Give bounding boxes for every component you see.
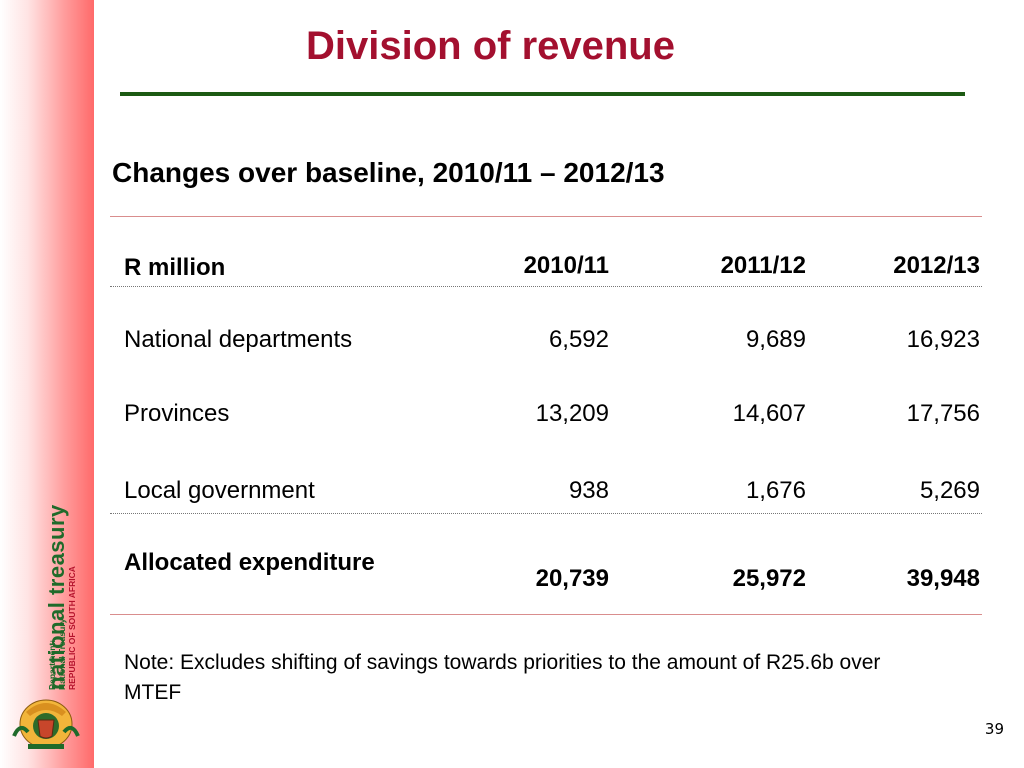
total-value-2011-12: 25,972 [732, 565, 806, 592]
row-label: Local government [124, 477, 315, 504]
sidebar-band: national treasury Department: National T… [0, 0, 94, 768]
page-number: 39 [984, 720, 1004, 738]
row-value-2012-13: 17,756 [906, 400, 980, 427]
row-value-2012-13: 16,923 [906, 326, 980, 353]
total-label: Allocated expenditure [124, 549, 375, 576]
row-value-2011-12: 9,689 [745, 326, 806, 353]
page-title: Division of revenue [306, 24, 675, 68]
header-col-2010-11: 2010/11 [523, 252, 609, 279]
dept-line-3: REPUBLIC OF SOUTH AFRICA [67, 566, 77, 690]
row-value-2010-11: 6,592 [548, 326, 609, 353]
department-text: Department: National Treasury REPUBLIC O… [47, 566, 77, 690]
dept-line-1: Department: [47, 639, 57, 690]
subtitle-divider [110, 216, 982, 217]
title-divider [120, 92, 965, 96]
total-divider [110, 513, 982, 514]
dept-line-2: National Treasury [57, 618, 67, 690]
header-col-2012-13: 2012/13 [893, 252, 980, 279]
coat-of-arms-logo [12, 699, 80, 749]
table-bottom-rule [110, 614, 982, 615]
row-value-2010-11: 938 [568, 477, 609, 504]
row-label: Provinces [124, 400, 230, 427]
total-value-2012-13: 39,948 [906, 565, 980, 592]
footnote: Note: Excludes shifting of savings towar… [124, 651, 881, 704]
total-value-2010-11: 20,739 [535, 565, 609, 592]
header-col-2011-12: 2011/12 [720, 252, 806, 279]
row-value-2011-12: 14,607 [732, 400, 806, 427]
row-value-2011-12: 1,676 [745, 477, 806, 504]
header-unit-label: R million [124, 254, 226, 281]
header-divider [110, 286, 982, 287]
row-label: National departments [124, 326, 353, 353]
table-subtitle: Changes over baseline, 2010/11 – 2012/13 [112, 157, 665, 188]
row-value-2012-13: 5,269 [919, 477, 980, 504]
row-value-2010-11: 13,209 [535, 400, 609, 427]
